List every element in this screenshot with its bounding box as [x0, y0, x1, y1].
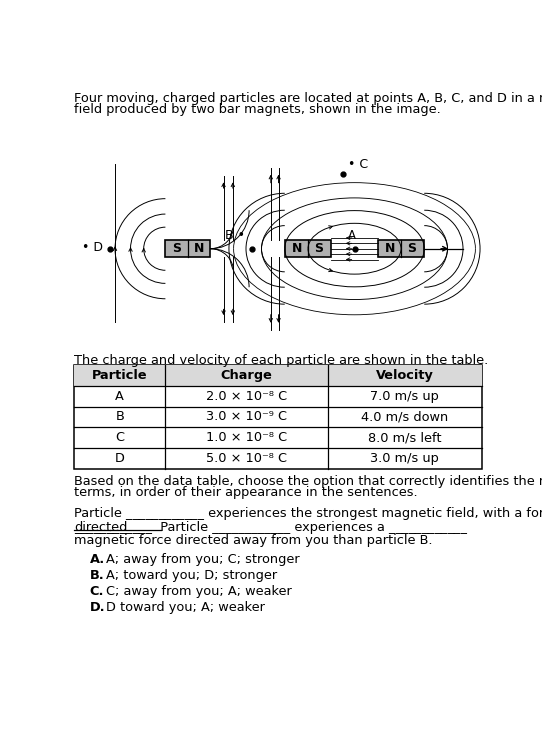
Bar	[165, 241, 210, 257]
Text: Based on the data table, choose the option that correctly identifies the missing: Based on the data table, choose the opti…	[74, 475, 542, 488]
Text: The charge and velocity of each particle are shown in the table.: The charge and velocity of each particle…	[74, 354, 488, 368]
Text: 3.0 m/s up: 3.0 m/s up	[371, 452, 439, 465]
Text: A: A	[115, 390, 124, 403]
Text: Particle ____________ experiences the strongest magnetic field, with a force: Particle ____________ experiences the st…	[74, 508, 542, 520]
Text: A.: A.	[89, 553, 105, 566]
Text: S: S	[172, 242, 182, 255]
Text: C; away from you; A; weaker: C; away from you; A; weaker	[106, 585, 292, 599]
Text: ____________. Particle ____________ experiences a ____________: ____________. Particle ____________ expe…	[74, 520, 467, 534]
Text: 4.0 m/s down: 4.0 m/s down	[362, 410, 448, 424]
Text: 8.0 m/s left: 8.0 m/s left	[368, 431, 442, 444]
Text: S: S	[314, 242, 324, 255]
Text: B •: B •	[225, 229, 245, 242]
Bar	[378, 241, 424, 257]
Text: Four moving, charged particles are located at points A, B, C, and D in a magneti: Four moving, charged particles are locat…	[74, 92, 542, 106]
Text: Charge: Charge	[221, 369, 273, 382]
Text: S: S	[408, 242, 416, 255]
Text: N: N	[385, 242, 395, 255]
Text: D toward you; A; weaker: D toward you; A; weaker	[106, 601, 266, 614]
Bar	[74, 365, 482, 469]
Text: A; away from you; C; stronger: A; away from you; C; stronger	[106, 553, 300, 566]
Text: terms, in order of their appearance in the sentences.: terms, in order of their appearance in t…	[74, 486, 417, 499]
Text: D: D	[115, 452, 125, 465]
Text: A; toward you; D; stronger: A; toward you; D; stronger	[106, 569, 278, 582]
Text: 7.0 m/s up: 7.0 m/s up	[371, 390, 439, 403]
Text: Velocity: Velocity	[376, 369, 434, 382]
Text: 3.0 × 10⁻⁹ C: 3.0 × 10⁻⁹ C	[207, 410, 287, 424]
Text: D.: D.	[89, 601, 105, 614]
Text: 2.0 × 10⁻⁸ C: 2.0 × 10⁻⁸ C	[206, 390, 287, 403]
Text: directed: directed	[74, 520, 127, 534]
Text: field produced by two bar magnets, shown in the image.: field produced by two bar magnets, shown…	[74, 103, 441, 116]
Text: Particle: Particle	[92, 369, 147, 382]
Text: • C: • C	[349, 158, 369, 171]
Text: N: N	[193, 242, 204, 255]
Text: C: C	[115, 431, 124, 444]
Text: 5.0 × 10⁻⁸ C: 5.0 × 10⁻⁸ C	[207, 452, 287, 465]
Bar	[285, 241, 331, 257]
Text: N: N	[292, 242, 302, 255]
Text: C.: C.	[89, 585, 104, 599]
Bar	[74, 365, 482, 386]
Text: • D: • D	[82, 241, 104, 255]
Text: B: B	[115, 410, 124, 424]
Text: 1.0 × 10⁻⁸ C: 1.0 × 10⁻⁸ C	[206, 431, 287, 444]
Text: magnetic force directed away from you than particle B.: magnetic force directed away from you th…	[74, 534, 433, 547]
Text: A: A	[348, 229, 356, 242]
Text: B.: B.	[89, 569, 104, 582]
